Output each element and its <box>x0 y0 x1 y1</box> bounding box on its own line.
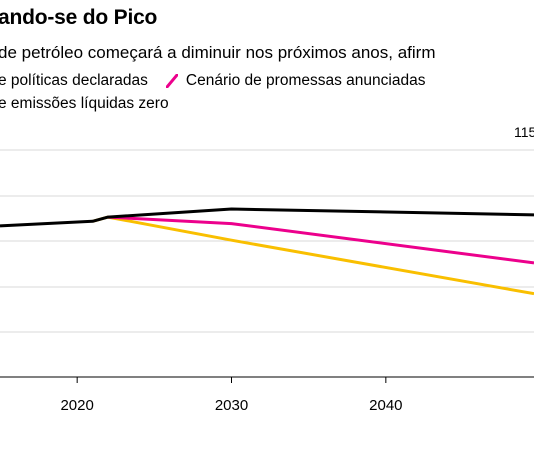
legend-row-2: e emissões líquidas zero <box>0 95 169 113</box>
series-line-announced-pledges <box>107 215 534 265</box>
x-tick-label: 2030 <box>215 397 248 414</box>
legend-label-stated-policies: e políticas declaradas <box>0 72 148 89</box>
series-lines <box>0 207 534 296</box>
series-line-stated-policies <box>0 207 534 228</box>
chart-title: ando-se do Pico <box>0 6 158 29</box>
grid-lines <box>0 149 534 333</box>
legend-row-1: e políticas declaradas Cenário de promes… <box>0 72 425 90</box>
legend-label-net-zero: e emissões líquidas zero <box>0 95 169 112</box>
x-tick-label: 2020 <box>60 397 93 414</box>
legend-item-stated-policies: e políticas declaradas <box>0 72 148 90</box>
y-tick-label-115: 115 <box>514 124 534 140</box>
legend-swatch-announced-pledges <box>165 74 178 88</box>
chart-subtitle: de petróleo começará a diminuir nos próx… <box>0 43 436 62</box>
legend-item-net-zero: e emissões líquidas zero <box>0 95 169 113</box>
legend-item-announced-pledges: Cenário de promessas anunciadas <box>165 72 426 90</box>
legend-label-announced-pledges: Cenário de promessas anunciadas <box>185 72 426 89</box>
x-tick-label: 2040 <box>369 397 402 414</box>
x-tick-labels: 2020 2030 2040 <box>60 397 402 414</box>
x-axis <box>0 376 534 383</box>
